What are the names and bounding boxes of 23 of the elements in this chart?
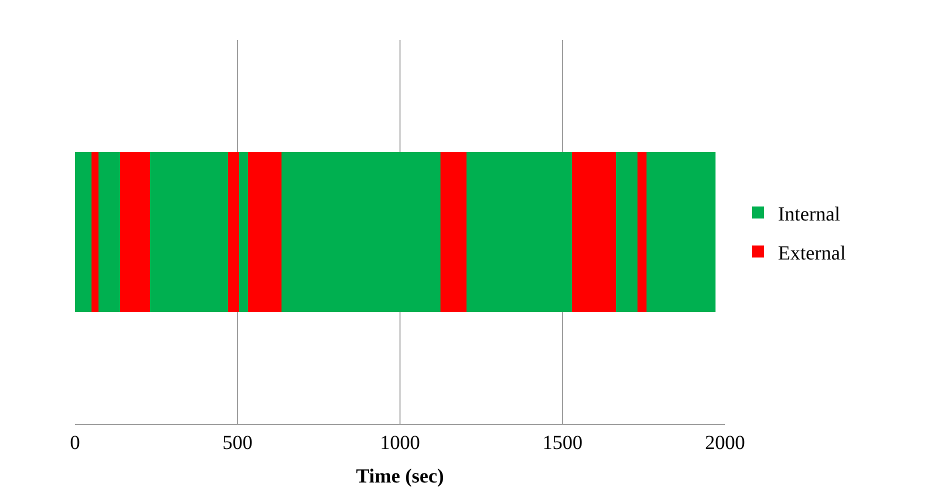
- x-axis-title: Time (sec): [356, 466, 444, 488]
- bar: [440, 152, 466, 312]
- bar: [75, 152, 92, 312]
- bar: [150, 152, 228, 312]
- bar: [92, 152, 99, 312]
- x-tick-label: 2000: [705, 432, 745, 454]
- bar: [646, 152, 716, 312]
- bar: [98, 152, 120, 312]
- bar: [637, 152, 647, 312]
- bar: [572, 152, 616, 312]
- x-tick-label: 500: [222, 432, 252, 454]
- legend-label: Internal: [778, 203, 841, 226]
- bar: [228, 152, 239, 312]
- bar: [238, 152, 248, 312]
- legend-label: External: [778, 242, 846, 264]
- x-tick-label: 1000: [380, 432, 420, 454]
- bar: [616, 152, 638, 312]
- bar: [466, 152, 572, 312]
- bar: [281, 152, 440, 312]
- x-tick-label: 1500: [542, 432, 582, 454]
- bar: [120, 152, 150, 312]
- bar: [248, 152, 282, 312]
- x-tick-label: 0: [70, 432, 80, 454]
